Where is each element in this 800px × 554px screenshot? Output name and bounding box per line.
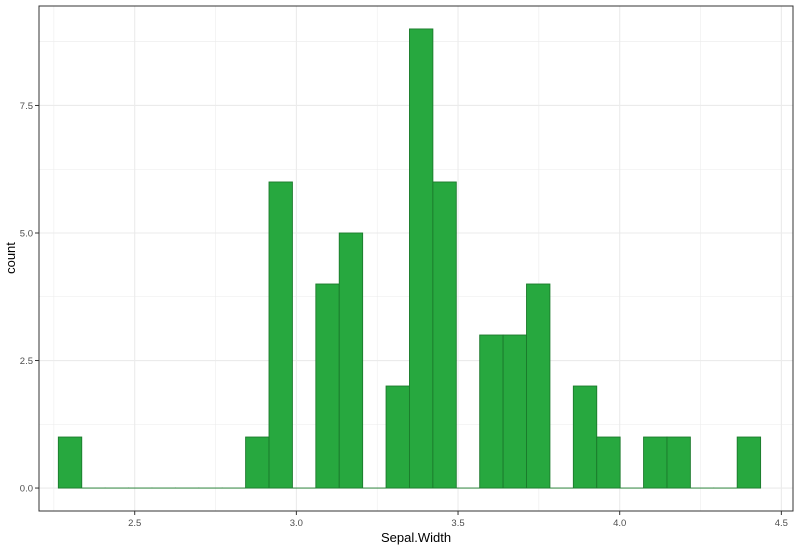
histogram-bar bbox=[737, 437, 760, 488]
histogram-bar bbox=[573, 386, 596, 488]
histogram-bar bbox=[527, 284, 550, 488]
x-axis-ticks: 2.5 3.0 3.5 4.0 4.5 bbox=[128, 511, 788, 529]
histogram-bar bbox=[269, 182, 292, 488]
y-tick-label: 2.5 bbox=[20, 356, 33, 367]
histogram-bar bbox=[386, 386, 409, 488]
y-axis-ticks: 0.0 2.5 5.0 7.5 bbox=[20, 101, 39, 495]
bars-layer bbox=[58, 29, 760, 488]
histogram-bar bbox=[480, 335, 503, 488]
histogram-bar bbox=[433, 182, 456, 488]
histogram-bar bbox=[597, 437, 620, 488]
y-tick-label: 7.5 bbox=[20, 101, 33, 112]
histogram-bar bbox=[339, 233, 362, 488]
x-tick-label: 4.5 bbox=[775, 518, 788, 529]
x-tick-label: 2.5 bbox=[128, 518, 141, 529]
x-tick-label: 3.0 bbox=[290, 518, 303, 529]
histogram-bar bbox=[316, 284, 339, 488]
y-tick-label: 0.0 bbox=[20, 484, 33, 495]
y-tick-label: 5.0 bbox=[20, 228, 33, 239]
histogram-bar bbox=[409, 29, 432, 488]
x-tick-label: 4.0 bbox=[613, 518, 626, 529]
x-tick-label: 3.5 bbox=[451, 518, 464, 529]
histogram-bar bbox=[503, 335, 526, 488]
histogram-bar bbox=[667, 437, 690, 488]
x-axis-label: Sepal.Width bbox=[381, 530, 451, 545]
histogram-bar bbox=[246, 437, 269, 488]
histogram-bar bbox=[644, 437, 667, 488]
histogram-bar bbox=[58, 437, 81, 488]
y-axis-label: count bbox=[3, 242, 18, 274]
